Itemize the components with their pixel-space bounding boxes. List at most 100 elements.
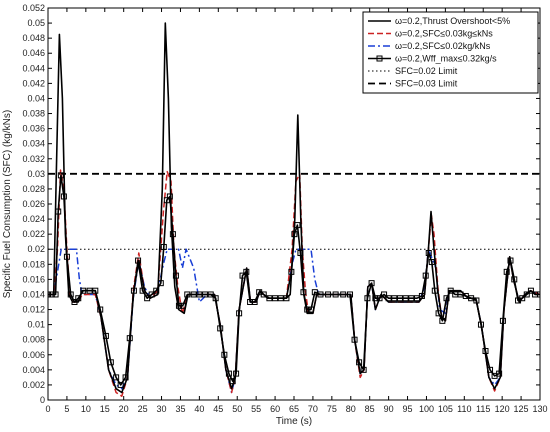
x-tick-label: 65 [289,404,299,414]
series-marker [372,295,379,302]
series-marker [251,299,258,305]
series-marker [408,295,415,302]
series-marker [126,335,133,342]
x-tick-label: 60 [270,404,280,414]
y-tick-label: 0.004 [22,365,45,375]
x-tick-label: 85 [365,404,375,414]
series-marker [102,332,109,339]
series-marker [523,291,530,298]
series-marker [175,302,182,309]
series-marker [236,310,243,317]
legend-label: ω=0.2,Wff_max≤0.32kg/s [395,54,497,64]
x-tick-label: 55 [251,404,261,414]
series-marker [122,374,129,381]
legend-label: ω=0.2,SFC≤0.03kg≤kNs [395,29,493,39]
y-tick-label: 0.052 [22,3,45,13]
series-marker [519,295,526,302]
y-tick-label: 0.04 [27,93,45,103]
series-marker [272,295,279,302]
series-marker [325,291,332,298]
legend-label: ω=0.2,SFC≤0.02kg/kNs [395,41,491,51]
series-marker [55,208,62,215]
x-tick-label: 130 [532,404,547,414]
x-tick-label: 25 [138,404,148,414]
series-marker [160,243,167,250]
y-tick-label: 0.012 [22,305,45,315]
y-tick-label: 0.048 [22,33,45,43]
series-marker [71,299,78,305]
series-marker [75,295,82,302]
series-marker [207,291,214,298]
x-tick-label: 115 [476,404,490,414]
series-marker [113,374,120,381]
series-marker [443,295,450,302]
series-marker [184,291,191,298]
series-marker [190,291,197,298]
y-tick-label: 0.02 [27,244,45,254]
series-marker [425,250,432,256]
series-marker [225,370,232,377]
series-marker [391,295,398,302]
y-tick-label: 0.018 [22,259,45,269]
x-tick-label: 30 [157,404,167,414]
x-tick-label: 15 [100,404,110,414]
x-tick-label: 125 [514,404,529,414]
x-tick-label: 0 [45,404,50,414]
legend-box [362,11,539,94]
x-tick-label: 45 [213,404,223,414]
series-marker [60,193,67,200]
series-marker [92,287,99,294]
series-marker [117,381,124,388]
y-tick-label: 0 [40,395,45,405]
series-marker [507,257,514,264]
series-marker [57,172,64,179]
x-tick-label: 95 [403,404,413,414]
y-tick-label: 0.026 [22,199,45,209]
series-marker [381,291,388,298]
series-layer [48,22,540,397]
y-tick-label: 0.002 [22,380,45,390]
x-tick-label: 40 [194,404,204,414]
y-tick-label: 0.03 [27,169,45,179]
series-marker [80,287,87,294]
series-marker [221,351,228,358]
series-marker [243,268,250,275]
x-tick-label: 70 [308,404,318,414]
x-axis-ticks: 0 5 10 15 20 25 30 35 40 45 50 55 60 65 70 75 80 85 90 95 10… [45,8,548,414]
series-marker [473,297,480,304]
series-marker [482,348,489,354]
series-marker [288,268,295,275]
y-axis-label: Specific Fuel Consumption (SFC) (kg/kNs) [2,110,13,298]
y-axis-ticks: 0 0.002 0.004 0.006 0.008 0.01 0.012 0.014 0.016… [22,3,540,405]
series-marker [202,291,209,298]
series-marker [212,295,219,302]
x-tick-label: 20 [119,404,129,414]
series-marker [396,295,403,302]
y-tick-label: 0.034 [22,139,45,149]
series-marker [332,291,339,298]
series-marker [364,295,371,302]
series-marker [166,193,173,200]
series-marker [317,291,324,298]
series-marker [294,222,301,229]
series-marker [196,291,203,298]
series-marker [63,253,70,260]
x-tick-label: 90 [384,404,394,414]
series-marker [356,359,363,366]
x-tick-label: 75 [327,404,337,414]
series-marker [422,272,429,279]
series-marker [499,317,506,324]
y-tick-label: 0.022 [22,229,45,239]
y-tick-label: 0.014 [22,289,45,299]
series-marker [496,370,503,377]
y-tick-label: 0.036 [22,124,45,134]
series-marker [527,287,534,294]
series-marker [239,272,246,279]
series-marker [304,306,311,313]
series-marker [503,268,510,275]
x-tick-label: 120 [495,404,510,414]
series-marker [385,295,392,302]
series-marker [347,291,354,298]
x-tick-label: 50 [232,404,242,414]
series-4 [48,172,540,388]
